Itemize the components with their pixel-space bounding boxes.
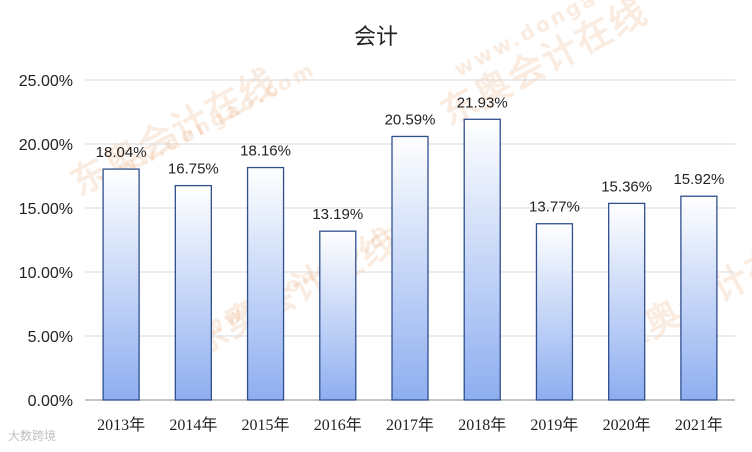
source-watermark: 大数跨境 — [8, 429, 57, 443]
bar — [391, 135, 429, 401]
bar — [608, 202, 646, 401]
bar — [680, 195, 718, 401]
data-label: 18.16% — [240, 143, 291, 160]
bar — [535, 223, 574, 401]
y-tick-label: 25.00% — [19, 73, 73, 90]
y-tick-label: 20.00% — [19, 137, 73, 154]
bars — [102, 118, 718, 401]
data-label: 16.75% — [168, 161, 219, 178]
data-label: 20.59% — [385, 111, 436, 128]
chart-title: 会计 — [354, 25, 398, 50]
x-tick-label: 2021年 — [675, 416, 723, 434]
bar — [246, 166, 285, 401]
x-tick-label: 2015年 — [242, 416, 290, 434]
data-label: 13.19% — [312, 206, 363, 223]
bar — [463, 118, 501, 401]
bar — [174, 184, 212, 401]
x-tick-label: 2016年 — [314, 416, 362, 434]
data-label: 21.93% — [457, 94, 508, 111]
y-tick-label: 5.00% — [28, 329, 73, 346]
bar — [102, 168, 140, 401]
data-label: 13.77% — [529, 199, 580, 216]
x-tick-label: 2013年 — [97, 416, 145, 434]
x-tick-label: 2020年 — [603, 416, 651, 434]
x-tick-label: 2019年 — [530, 416, 578, 434]
data-label: 15.36% — [601, 178, 652, 195]
x-tick-label: 2017年 — [386, 416, 434, 434]
x-tick-label: 2018年 — [458, 416, 506, 434]
x-tick-label: 2014年 — [169, 416, 217, 434]
bar — [319, 230, 357, 401]
y-tick-label: 10.00% — [19, 265, 73, 282]
data-label: 15.92% — [673, 171, 724, 188]
y-tick-label: 0.00% — [28, 393, 73, 410]
y-tick-label: 15.00% — [19, 201, 73, 218]
data-labels: 18.04% 16.75% 18.16% 13.19% 20.59% 21.93% 13.7… — [96, 94, 725, 223]
data-label: 18.04% — [96, 144, 147, 161]
axes: 0.00% 5.00% 10.00% 15.00% 20.00% 25.00% 2013年 2… — [19, 73, 723, 434]
